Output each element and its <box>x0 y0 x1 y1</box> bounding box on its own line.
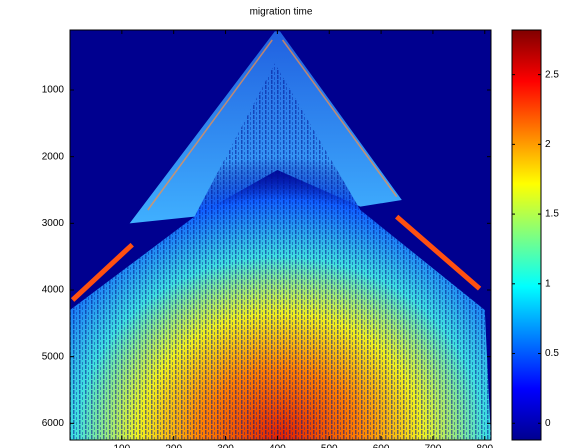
cone-edge <box>147 39 273 211</box>
stripe <box>394 214 482 291</box>
colorbar-tick-label: 0.5 <box>545 348 559 359</box>
colorbar-tick-label: 1.5 <box>545 209 559 220</box>
chart-title: migration time <box>250 7 313 18</box>
colorbar-tick-label: 2.5 <box>545 69 559 80</box>
y-tick-label: 1000 <box>42 85 65 96</box>
x-tick-label: 500 <box>321 444 338 448</box>
x-tick-label: 800 <box>476 444 493 448</box>
colorbar-tick-label: 0 <box>545 418 551 429</box>
y-tick-label: 3000 <box>42 218 65 229</box>
plot-frame <box>69 29 492 441</box>
colorbar-tick-label: 2 <box>545 139 551 150</box>
y-tick-label: 6000 <box>42 418 65 429</box>
y-tick-label: 5000 <box>42 351 65 362</box>
x-tick-label: 700 <box>425 444 442 448</box>
cone-edge <box>281 39 398 198</box>
y-tick-label: 2000 <box>42 151 65 162</box>
heatmap-image <box>70 30 491 440</box>
x-tick-label: 200 <box>165 444 182 448</box>
colorbar-tick-label: 1 <box>545 278 551 289</box>
x-tick-label: 600 <box>373 444 390 448</box>
x-tick-label: 300 <box>217 444 234 448</box>
speckle <box>70 63 491 440</box>
x-tick-label: 400 <box>269 444 286 448</box>
y-tick-label: 4000 <box>42 285 65 296</box>
colorbar <box>511 29 542 441</box>
stripe <box>70 242 134 302</box>
x-tick-label: 100 <box>114 444 131 448</box>
